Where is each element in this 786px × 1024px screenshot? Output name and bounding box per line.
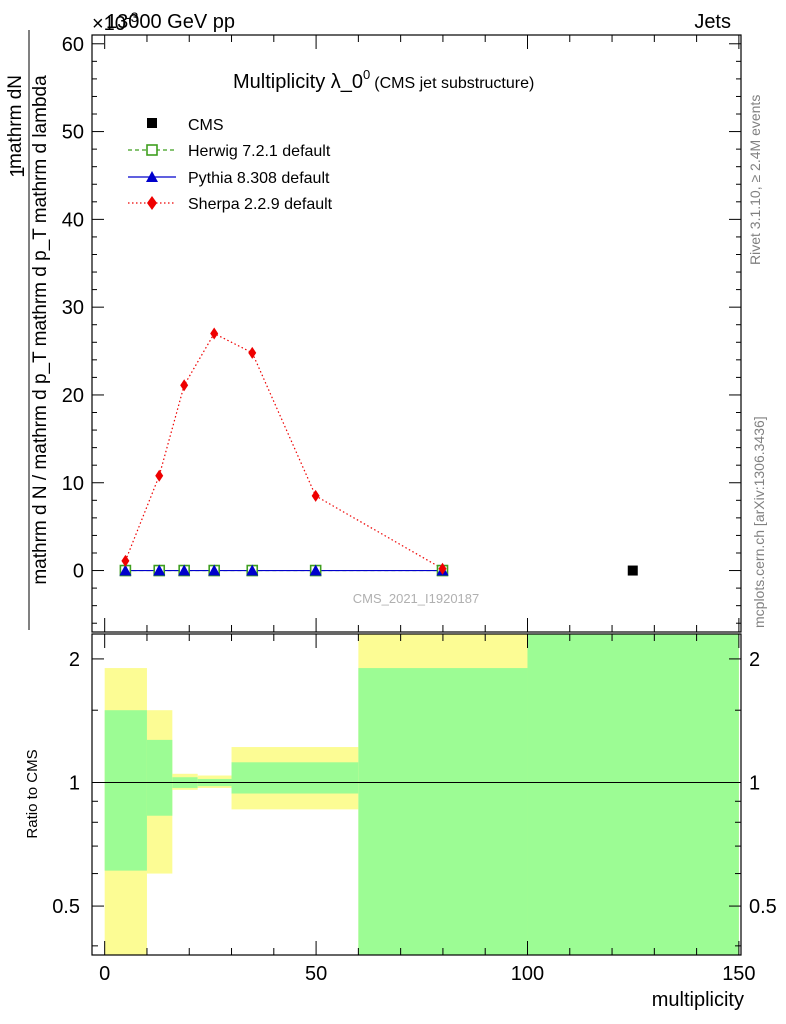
main-y-axis-label: 1 mathrm dN mathrm d N / mathrm d p_T ma… (5, 30, 51, 630)
y-tick-label: 10 (62, 473, 84, 495)
x-tick-label: 0 (99, 963, 110, 985)
ratio-x-axis: 0 50 100 150 (99, 634, 756, 985)
data-point-pythia (309, 564, 322, 576)
data-point-sherpa (248, 346, 257, 359)
data-point-pythia (178, 564, 191, 576)
legend-item-herwig: Herwig 7.2.1 default (128, 143, 331, 160)
y-tick-label: 40 (62, 209, 84, 231)
data-point-sherpa (311, 489, 320, 502)
legend-label-sherpa: Sherpa 2.2.9 default (188, 196, 333, 213)
ratio-y-tick-label-right: 2 (749, 649, 760, 671)
legend-marker-herwig (146, 144, 158, 156)
series-line-sherpa (124, 332, 443, 570)
ylabel-numerator: mathrm dN (5, 75, 26, 169)
main-x-ticks (104, 35, 740, 632)
legend-item-cms: CMS (147, 117, 224, 134)
main-panel-frame (91, 34, 742, 633)
y-tick-label: 0 (73, 561, 84, 583)
exponent-label: ×10-3 (92, 9, 139, 35)
energy-label: 13000 GeV pp (106, 11, 235, 33)
ratio-y-axis-label: Ratio to CMS (24, 749, 41, 838)
data-point-sherpa (155, 469, 164, 482)
ratio-y-tick-label: 0.5 (52, 896, 80, 918)
ratio-y-tick-label-right: 0.5 (749, 896, 777, 918)
x-axis-label: multiplicity (652, 989, 744, 1011)
legend: CMS Herwig 7.2.1 default Pythia 8.308 de… (128, 117, 333, 213)
chart-title: Multiplicity λ_00(CMS jet substructure) (233, 67, 534, 93)
ratio-y-tick-label-right: 1 (749, 772, 760, 794)
data-point-pythia (153, 564, 166, 576)
data-point-sherpa (210, 327, 219, 340)
legend-label-pythia: Pythia 8.308 default (188, 170, 330, 187)
y-tick-label: 60 (62, 34, 84, 56)
data-point-sherpa (180, 379, 189, 392)
data-point-sherpa (438, 562, 447, 575)
ratio-y-tick-label: 1 (69, 772, 80, 794)
ratio-band-inner (358, 668, 528, 955)
ratio-y-axis: 0.5 0.5 1 1 2 2 (52, 649, 777, 947)
ratio-panel-frame (91, 633, 742, 956)
process-label: Jets (694, 11, 731, 33)
main-y-axis: 0 10 20 30 40 50 60 (62, 34, 741, 624)
ratio-band-inner (104, 710, 147, 871)
legend-marker-sherpa (147, 196, 157, 210)
legend-item-pythia: Pythia 8.308 default (128, 170, 330, 187)
data-point-sherpa (121, 554, 130, 567)
rivet-label: Rivet 3.1.10, ≥ 2.4M events (747, 95, 763, 265)
ratio-y-tick-label: 2 (69, 649, 80, 671)
legend-marker-pythia (146, 171, 158, 182)
legend-label-cms: CMS (188, 117, 224, 134)
ratio-band-inner (146, 739, 173, 816)
data-point-pythia (119, 564, 132, 576)
data-point-cms (627, 565, 638, 576)
x-tick-label: 100 (511, 963, 544, 985)
legend-label-herwig: Herwig 7.2.1 default (188, 143, 331, 160)
data-point-pythia (208, 564, 221, 576)
ratio-band-inner (231, 762, 359, 794)
data-point-pythia (246, 564, 259, 576)
analysis-watermark: CMS_2021_I1920187 (353, 591, 480, 606)
ylabel-denominator: mathrm d N / mathrm d p_T mathrm d p_T m… (30, 75, 51, 585)
y-tick-label: 20 (62, 385, 84, 407)
legend-item-sherpa: Sherpa 2.2.9 default (128, 196, 333, 213)
y-tick-label: 30 (62, 297, 84, 319)
main-series (119, 327, 638, 577)
ratio-band-inner (527, 634, 739, 955)
ratio-bands (104, 634, 739, 955)
ylabel-prefix: 1 (7, 166, 29, 177)
x-tick-label: 50 (305, 963, 327, 985)
legend-marker-cms (147, 118, 157, 128)
y-tick-label: 50 (62, 122, 84, 144)
mcplots-label: mcplots.cern.ch [arXiv:1306.3436] (751, 416, 767, 628)
x-tick-label: 150 (722, 963, 755, 985)
